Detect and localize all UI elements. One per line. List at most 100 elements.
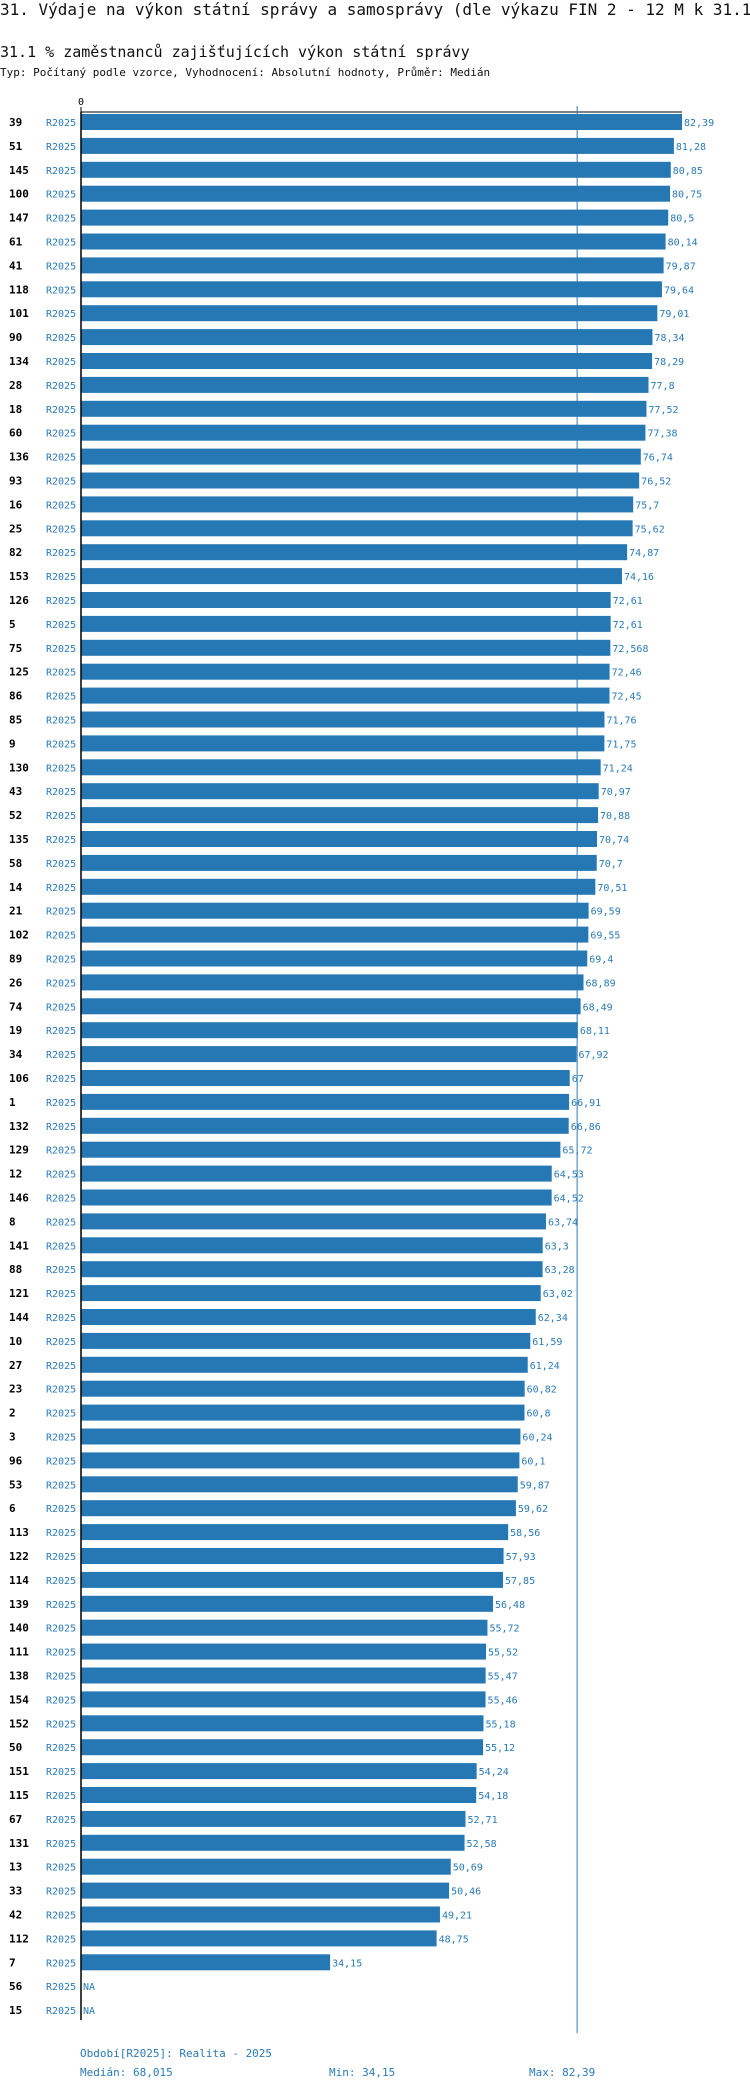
row-period-label: R2025 xyxy=(46,1409,76,1420)
bar xyxy=(81,1213,546,1230)
bar-value-label: 57,93 xyxy=(506,1552,536,1563)
bar-value-label: 79,01 xyxy=(659,309,689,320)
bar xyxy=(81,1452,520,1469)
bar xyxy=(81,878,596,895)
bar-value-label: 50,46 xyxy=(451,1887,481,1898)
bar xyxy=(81,1834,465,1851)
bar-value-label: 60,82 xyxy=(527,1385,557,1396)
bar xyxy=(81,496,634,513)
bar-value-label: 72,61 xyxy=(613,620,643,631)
bar xyxy=(81,974,584,991)
bar xyxy=(81,1619,488,1636)
row-period-label: R2025 xyxy=(46,261,76,272)
row-period-label: R2025 xyxy=(46,692,76,703)
row-period-label: R2025 xyxy=(46,548,76,559)
row-period-label: R2025 xyxy=(46,166,76,177)
row-id-label: 152 xyxy=(9,1717,29,1730)
row-id-label: 100 xyxy=(9,188,29,201)
bar xyxy=(81,1117,569,1134)
row-id-label: 129 xyxy=(9,1144,29,1157)
footer-period: Období[R2025]: Realita - 2025 xyxy=(80,2047,273,2060)
row-period-label: R2025 xyxy=(46,1313,76,1324)
bar-value-label: 63,3 xyxy=(545,1241,569,1252)
row-id-label: 144 xyxy=(9,1311,29,1324)
row-period-label: R2025 xyxy=(46,835,76,846)
bar-value-label: 74,16 xyxy=(624,572,654,583)
row-id-label: 118 xyxy=(9,283,29,296)
row-id-label: 139 xyxy=(9,1598,29,1611)
row-period-label: R2025 xyxy=(46,1361,76,1372)
bar xyxy=(81,663,610,680)
bar-value-label: 78,29 xyxy=(654,357,684,368)
row-period-label: R2025 xyxy=(46,739,76,750)
bar-value-label: 63,74 xyxy=(548,1217,578,1228)
row-period-label: R2025 xyxy=(46,405,76,416)
row-period-label: R2025 xyxy=(46,214,76,225)
row-id-label: 112 xyxy=(9,1932,29,1945)
bar xyxy=(81,1380,525,1397)
row-period-label: R2025 xyxy=(46,883,76,894)
bar-value-label: 79,64 xyxy=(664,285,694,296)
bar-value-label: 68,89 xyxy=(586,978,616,989)
row-id-label: 141 xyxy=(9,1239,29,1252)
x-tick-label: 0 xyxy=(78,97,84,108)
row-period-label: R2025 xyxy=(46,1624,76,1635)
bar-value-label: 52,71 xyxy=(467,1815,497,1826)
row-id-label: 23 xyxy=(9,1383,22,1396)
row-period-label: R2025 xyxy=(46,1863,76,1874)
bar xyxy=(81,1189,552,1206)
bar-value-label: 70,51 xyxy=(597,883,627,894)
bar xyxy=(81,1906,440,1923)
row-id-label: 135 xyxy=(9,833,29,846)
row-id-label: 43 xyxy=(9,785,22,798)
bar-value-label: 80,75 xyxy=(672,190,702,201)
bar-value-label: 60,24 xyxy=(522,1433,552,1444)
bar xyxy=(81,950,588,967)
bar-value-label: 70,74 xyxy=(599,835,629,846)
row-period-label: R2025 xyxy=(46,1743,76,1754)
bar-value-label: 61,59 xyxy=(532,1337,562,1348)
bar-value-label: 79,87 xyxy=(666,261,696,272)
bar-value-label: 55,12 xyxy=(485,1743,515,1754)
row-id-label: 5 xyxy=(9,618,16,631)
bar xyxy=(81,1930,437,1947)
row-id-label: 52 xyxy=(9,809,22,822)
row-period-label: R2025 xyxy=(46,907,76,918)
row-period-label: R2025 xyxy=(46,811,76,822)
bar-value-label: 55,47 xyxy=(488,1672,518,1683)
bar-value-label: 77,52 xyxy=(648,405,678,416)
row-id-label: 7 xyxy=(9,1956,16,1969)
bar xyxy=(81,1667,486,1684)
row-period-label: R2025 xyxy=(46,1719,76,1730)
row-period-label: R2025 xyxy=(46,763,76,774)
row-id-label: 26 xyxy=(9,976,23,989)
row-period-label: R2025 xyxy=(46,1241,76,1252)
bar xyxy=(81,1954,331,1971)
row-period-label: R2025 xyxy=(46,955,76,966)
bar xyxy=(81,1093,570,1110)
bar-value-label: NA xyxy=(83,1982,95,1993)
row-id-label: 1 xyxy=(9,1096,16,1109)
bar xyxy=(81,1787,477,1803)
bar-value-label: 55,46 xyxy=(488,1695,518,1706)
row-id-label: 27 xyxy=(9,1359,22,1372)
bar xyxy=(81,400,647,417)
bar-value-label: 69,55 xyxy=(590,931,620,942)
row-id-label: 10 xyxy=(9,1335,22,1348)
row-id-label: 61 xyxy=(9,236,23,249)
row-period-label: R2025 xyxy=(46,1695,76,1706)
row-id-label: 12 xyxy=(9,1168,22,1181)
bar-value-label: 71,75 xyxy=(606,739,636,750)
bar xyxy=(81,1882,450,1899)
row-period-label: R2025 xyxy=(46,1791,76,1802)
row-period-label: R2025 xyxy=(46,1552,76,1563)
row-id-label: 111 xyxy=(9,1646,29,1659)
bar xyxy=(81,305,658,322)
bar-value-label: 77,8 xyxy=(651,381,675,392)
bar xyxy=(81,1285,541,1302)
row-period-label: R2025 xyxy=(46,429,76,440)
bar xyxy=(81,998,581,1015)
bar xyxy=(81,1022,578,1039)
row-period-label: R2025 xyxy=(46,1815,76,1826)
bar-value-label: 54,24 xyxy=(479,1767,509,1778)
